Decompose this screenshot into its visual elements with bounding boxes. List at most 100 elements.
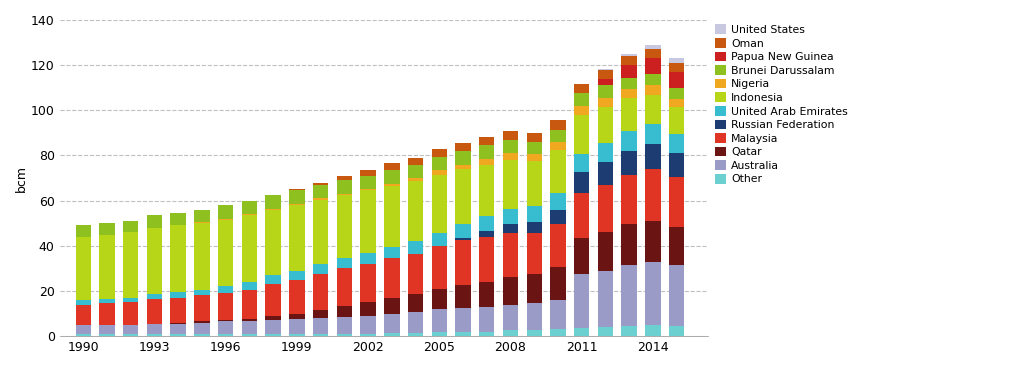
- Bar: [218, 286, 233, 293]
- Bar: [384, 333, 399, 336]
- Bar: [242, 334, 257, 336]
- Bar: [265, 334, 281, 336]
- Bar: [408, 313, 423, 333]
- Bar: [337, 317, 352, 334]
- Bar: [99, 334, 115, 336]
- Bar: [265, 320, 281, 334]
- Bar: [669, 326, 684, 336]
- Bar: [645, 262, 660, 325]
- Legend: United States, Oman, Papua New Guinea, Brunei Darussalam, Nigeria, Indonesia, Un: United States, Oman, Papua New Guinea, B…: [713, 22, 850, 187]
- Bar: [360, 302, 376, 316]
- Bar: [669, 72, 684, 88]
- Bar: [146, 334, 162, 336]
- Bar: [360, 264, 376, 302]
- Bar: [503, 140, 518, 153]
- Bar: [218, 321, 233, 334]
- Bar: [669, 134, 684, 153]
- Bar: [146, 324, 162, 334]
- Bar: [598, 70, 613, 79]
- Bar: [598, 327, 613, 336]
- Bar: [479, 217, 495, 231]
- Bar: [456, 308, 471, 332]
- Bar: [526, 274, 542, 303]
- Bar: [550, 224, 565, 267]
- Bar: [550, 193, 565, 210]
- Bar: [622, 224, 637, 265]
- Bar: [408, 158, 423, 165]
- Bar: [645, 94, 660, 124]
- Bar: [289, 314, 304, 319]
- Bar: [669, 63, 684, 72]
- Bar: [598, 69, 613, 70]
- Bar: [669, 58, 684, 63]
- Bar: [574, 115, 590, 154]
- Bar: [384, 314, 399, 333]
- Bar: [479, 332, 495, 336]
- Bar: [76, 334, 91, 336]
- Bar: [622, 89, 637, 98]
- Bar: [195, 321, 210, 323]
- Bar: [526, 206, 542, 222]
- Bar: [123, 221, 138, 232]
- Bar: [265, 284, 281, 316]
- Bar: [574, 193, 590, 238]
- Bar: [313, 274, 329, 310]
- Bar: [456, 143, 471, 151]
- Bar: [622, 151, 637, 175]
- Bar: [313, 183, 329, 185]
- Bar: [550, 130, 565, 142]
- Bar: [456, 165, 471, 169]
- Bar: [360, 316, 376, 334]
- Bar: [669, 107, 684, 134]
- Bar: [456, 169, 471, 224]
- Bar: [170, 292, 186, 298]
- Bar: [622, 98, 637, 131]
- Bar: [431, 246, 447, 289]
- Bar: [408, 333, 423, 336]
- Bar: [195, 290, 210, 296]
- Bar: [456, 240, 471, 285]
- Bar: [146, 294, 162, 299]
- Bar: [384, 184, 399, 186]
- Bar: [218, 219, 233, 220]
- Bar: [574, 274, 590, 328]
- Bar: [99, 299, 115, 303]
- Bar: [123, 334, 138, 336]
- Bar: [170, 298, 186, 323]
- Bar: [123, 302, 138, 325]
- Bar: [550, 210, 565, 224]
- Bar: [456, 332, 471, 336]
- Bar: [622, 54, 637, 56]
- Bar: [479, 231, 495, 237]
- Bar: [360, 170, 376, 176]
- Bar: [431, 170, 447, 175]
- Bar: [289, 190, 304, 204]
- Bar: [431, 309, 447, 332]
- Bar: [242, 321, 257, 334]
- Bar: [218, 293, 233, 320]
- Bar: [289, 189, 304, 190]
- Bar: [123, 298, 138, 302]
- Bar: [337, 258, 352, 268]
- Bar: [289, 280, 304, 314]
- Bar: [669, 153, 684, 177]
- Bar: [526, 331, 542, 336]
- Bar: [574, 172, 590, 193]
- Bar: [337, 195, 352, 258]
- Bar: [479, 282, 495, 307]
- Bar: [526, 142, 542, 154]
- Bar: [384, 163, 399, 170]
- Bar: [503, 131, 518, 140]
- Bar: [360, 253, 376, 264]
- Bar: [384, 170, 399, 184]
- Bar: [503, 234, 518, 277]
- Bar: [408, 182, 423, 241]
- Bar: [384, 298, 399, 314]
- Bar: [669, 227, 684, 265]
- Bar: [479, 137, 495, 145]
- Bar: [550, 121, 565, 130]
- Bar: [289, 205, 304, 270]
- Bar: [242, 201, 257, 214]
- Bar: [645, 144, 660, 169]
- Bar: [622, 175, 637, 224]
